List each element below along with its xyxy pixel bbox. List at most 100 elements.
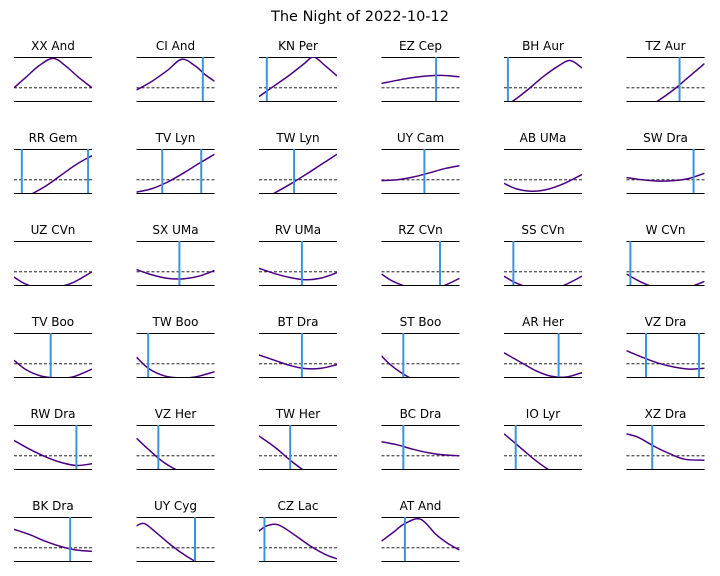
- subplot-rw-dra: RW Dra: [14, 407, 92, 470]
- altitude-curve: [626, 349, 705, 370]
- altitude-curve: [259, 435, 304, 469]
- subplot-title: BK Dra: [32, 499, 73, 513]
- subplot-title: TW Lyn: [275, 131, 319, 145]
- subplot-tw-her: TW Her: [259, 407, 337, 470]
- altitude-curve: [14, 57, 92, 89]
- subplot-rz-cvn: RZ CVn: [381, 223, 460, 286]
- subplot-st-boo: ST Boo: [381, 315, 460, 378]
- subplot-title: TV Boo: [31, 315, 74, 329]
- subplot-ss-cvn: SS CVn: [504, 223, 582, 286]
- subplot-xx-and: XX And: [14, 39, 92, 102]
- altitude-curve: [14, 439, 92, 467]
- altitude-curve: [381, 74, 460, 85]
- altitude-curve: [381, 518, 460, 551]
- subplot-title: IO Lyr: [526, 407, 560, 421]
- altitude-curve: [14, 359, 92, 377]
- altitude-curve: [626, 273, 705, 285]
- subplot-uy-cyg: UY Cyg: [136, 499, 215, 562]
- subplot-title: UZ CVn: [31, 223, 76, 237]
- subplot-tz-aur: TZ Aur: [626, 39, 705, 102]
- subplot-ar-her: AR Her: [504, 315, 582, 378]
- subplot-rv-uma: RV UMa: [259, 223, 337, 286]
- subplot-io-lyr: IO Lyr: [504, 407, 582, 470]
- subplot-at-and: AT And: [381, 499, 460, 562]
- altitude-curve: [136, 356, 215, 377]
- subplot-title: TZ Aur: [644, 39, 685, 53]
- subplot-title: XX And: [31, 39, 75, 53]
- subplot-title: KN Per: [278, 39, 318, 53]
- subplot-vz-her: VZ Her: [136, 407, 215, 470]
- subplot-uz-cvn: UZ CVn: [14, 223, 92, 286]
- subplot-ab-uma: AB UMa: [504, 131, 582, 194]
- altitude-curve: [626, 433, 705, 461]
- altitude-curve: [656, 63, 705, 101]
- altitude-curve: [381, 355, 410, 377]
- subplot-bh-aur: BH Aur: [504, 39, 582, 102]
- subplot-w-cvn: W CVn: [626, 223, 705, 286]
- altitude-curve: [381, 164, 460, 182]
- altitude-curve: [504, 275, 582, 285]
- altitude-curve: [626, 172, 705, 182]
- subplot-bt-dra: BT Dra: [259, 315, 337, 378]
- subplot-title: CI And: [156, 39, 195, 53]
- subplot-ci-and: CI And: [136, 39, 215, 102]
- subplot-title: W CVn: [646, 223, 686, 237]
- subplot-title: EZ Cep: [399, 39, 442, 53]
- subplot-title: RZ CVn: [398, 223, 443, 237]
- subplot-tw-boo: TW Boo: [136, 315, 215, 378]
- subplot-ez-cep: EZ Cep: [381, 39, 460, 102]
- subplot-tw-lyn: TW Lyn: [259, 131, 337, 194]
- subplot-title: ST Boo: [400, 315, 442, 329]
- subplot-title: BC Dra: [400, 407, 442, 421]
- subplot-tv-boo: TV Boo: [14, 315, 92, 378]
- altitude-curve: [259, 354, 337, 370]
- subplot-rr-gem: RR Gem: [14, 131, 92, 194]
- altitude-curve: [14, 271, 92, 285]
- subplot-title: AR Her: [522, 315, 564, 329]
- subplot-cz-lac: CZ Lac: [259, 499, 337, 562]
- subplot-title: RR Gem: [29, 131, 78, 145]
- altitude-curve: [136, 58, 215, 91]
- subplot-title: AB UMa: [520, 131, 567, 145]
- altitude-curve: [136, 268, 215, 280]
- subplot-xz-dra: XZ Dra: [626, 407, 705, 470]
- altitude-curve: [259, 57, 337, 98]
- altitude-curve: [504, 173, 582, 193]
- subplot-title: VZ Her: [155, 407, 197, 421]
- subplot-title: CZ Lac: [277, 499, 318, 513]
- subplot-title: UY Cyg: [154, 499, 197, 513]
- subplot-sw-dra: SW Dra: [626, 131, 705, 194]
- subplot-uy-cam: UY Cam: [381, 131, 460, 194]
- subplot-vz-dra: VZ Dra: [626, 315, 705, 378]
- altitude-curve: [136, 522, 197, 561]
- altitude-curve: [504, 352, 582, 377]
- subplot-title: UY Cam: [397, 131, 444, 145]
- subplot-bk-dra: BK Dra: [14, 499, 92, 562]
- altitude-curve: [273, 153, 337, 193]
- altitude-curve: [511, 59, 582, 101]
- subplot-title: BT Dra: [278, 315, 319, 329]
- subplot-title: SW Dra: [643, 131, 688, 145]
- figure-title: The Night of 2022-10-12: [271, 9, 449, 25]
- subplot-title: RV UMa: [275, 223, 321, 237]
- subplot-title: TV Lyn: [155, 131, 196, 145]
- altitude-curve: [136, 153, 215, 193]
- altitude-curve: [504, 433, 549, 469]
- altitude-curve: [32, 154, 92, 193]
- subplot-title: SX UMa: [152, 223, 198, 237]
- subplot-title: RW Dra: [30, 407, 75, 421]
- altitude-curve: [259, 267, 337, 281]
- subplot-title: VZ Dra: [645, 315, 687, 329]
- altitude-curve: [259, 523, 337, 560]
- subplot-title: TW Her: [275, 407, 320, 421]
- subplot-tv-lyn: TV Lyn: [136, 131, 215, 194]
- altitude-curve: [136, 437, 177, 469]
- subplot-title: TW Boo: [152, 315, 199, 329]
- altitude-curve: [14, 528, 92, 553]
- subplot-kn-per: KN Per: [259, 39, 337, 102]
- subplot-title: SS CVn: [521, 223, 564, 237]
- subplot-title: XZ Dra: [645, 407, 687, 421]
- altitude-curve: [381, 273, 460, 285]
- subplot-sx-uma: SX UMa: [136, 223, 215, 286]
